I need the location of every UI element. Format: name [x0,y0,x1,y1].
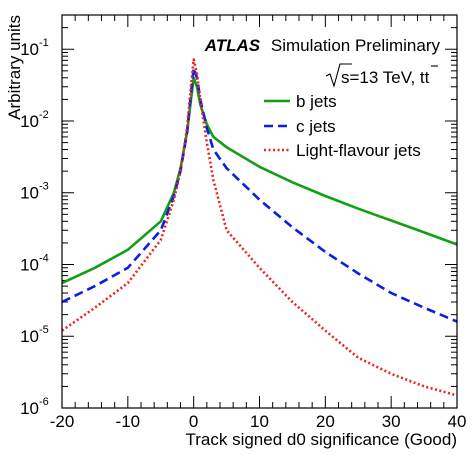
legend-label-0: b jets [296,92,337,111]
legend-label-1: c jets [296,117,336,136]
energy-label: s=13 TeV, tt [341,68,430,87]
y-tick-label: 10 [20,112,39,131]
x-tick-label: 20 [316,412,335,431]
x-tick-label: 0 [189,412,198,431]
y-tick-label: 10 [20,327,39,346]
y-tick-labels: 10-610-510-410-310-210-1 [20,37,49,418]
y-tick-label: 10 [20,399,39,418]
plot-frame [61,14,458,409]
y-tick-label-exp: -6 [39,396,49,408]
x-tick-label: 40 [448,412,467,431]
atlas-label: ATLAS Simulation Preliminary [204,36,441,55]
y-tick-label: 10 [20,40,39,59]
x-axis-label: Track signed d0 significance (Good) [185,430,457,449]
series-group [61,58,458,397]
y-axis-label: Arbitrary units [5,15,24,120]
legend-label-2: Light-flavour jets [296,141,421,160]
x-tick-label: -20 [50,412,75,431]
x-tick-label: 30 [382,412,401,431]
sqrt-sign [325,63,352,88]
energy-annotation: s=13 TeV, tt [325,63,438,88]
atlas-status: Simulation Preliminary [271,36,441,55]
y-tick-label: 10 [20,184,39,203]
x-tick-label: 10 [250,412,269,431]
series-line-2 [61,58,458,397]
y-tick-label-exp: -1 [39,37,49,49]
y-tick-label-exp: -2 [39,109,49,121]
y-tick-label: 10 [20,255,39,274]
energy-suffix: t [425,68,430,87]
energy-prefix: s=13 TeV, t [341,68,425,87]
legend: b jets c jets Light-flavour jets [264,92,421,160]
atlas-experiment: ATLAS [204,36,261,55]
y-tick-label-exp: -5 [39,324,49,336]
y-tick-label-exp: -3 [39,181,49,193]
y-tick-label-exp: -4 [39,252,49,264]
x-tick-label: -10 [116,412,141,431]
axis-ticks [61,14,458,409]
x-tick-labels: -20 -10 0 10 20 30 40 [50,412,467,431]
